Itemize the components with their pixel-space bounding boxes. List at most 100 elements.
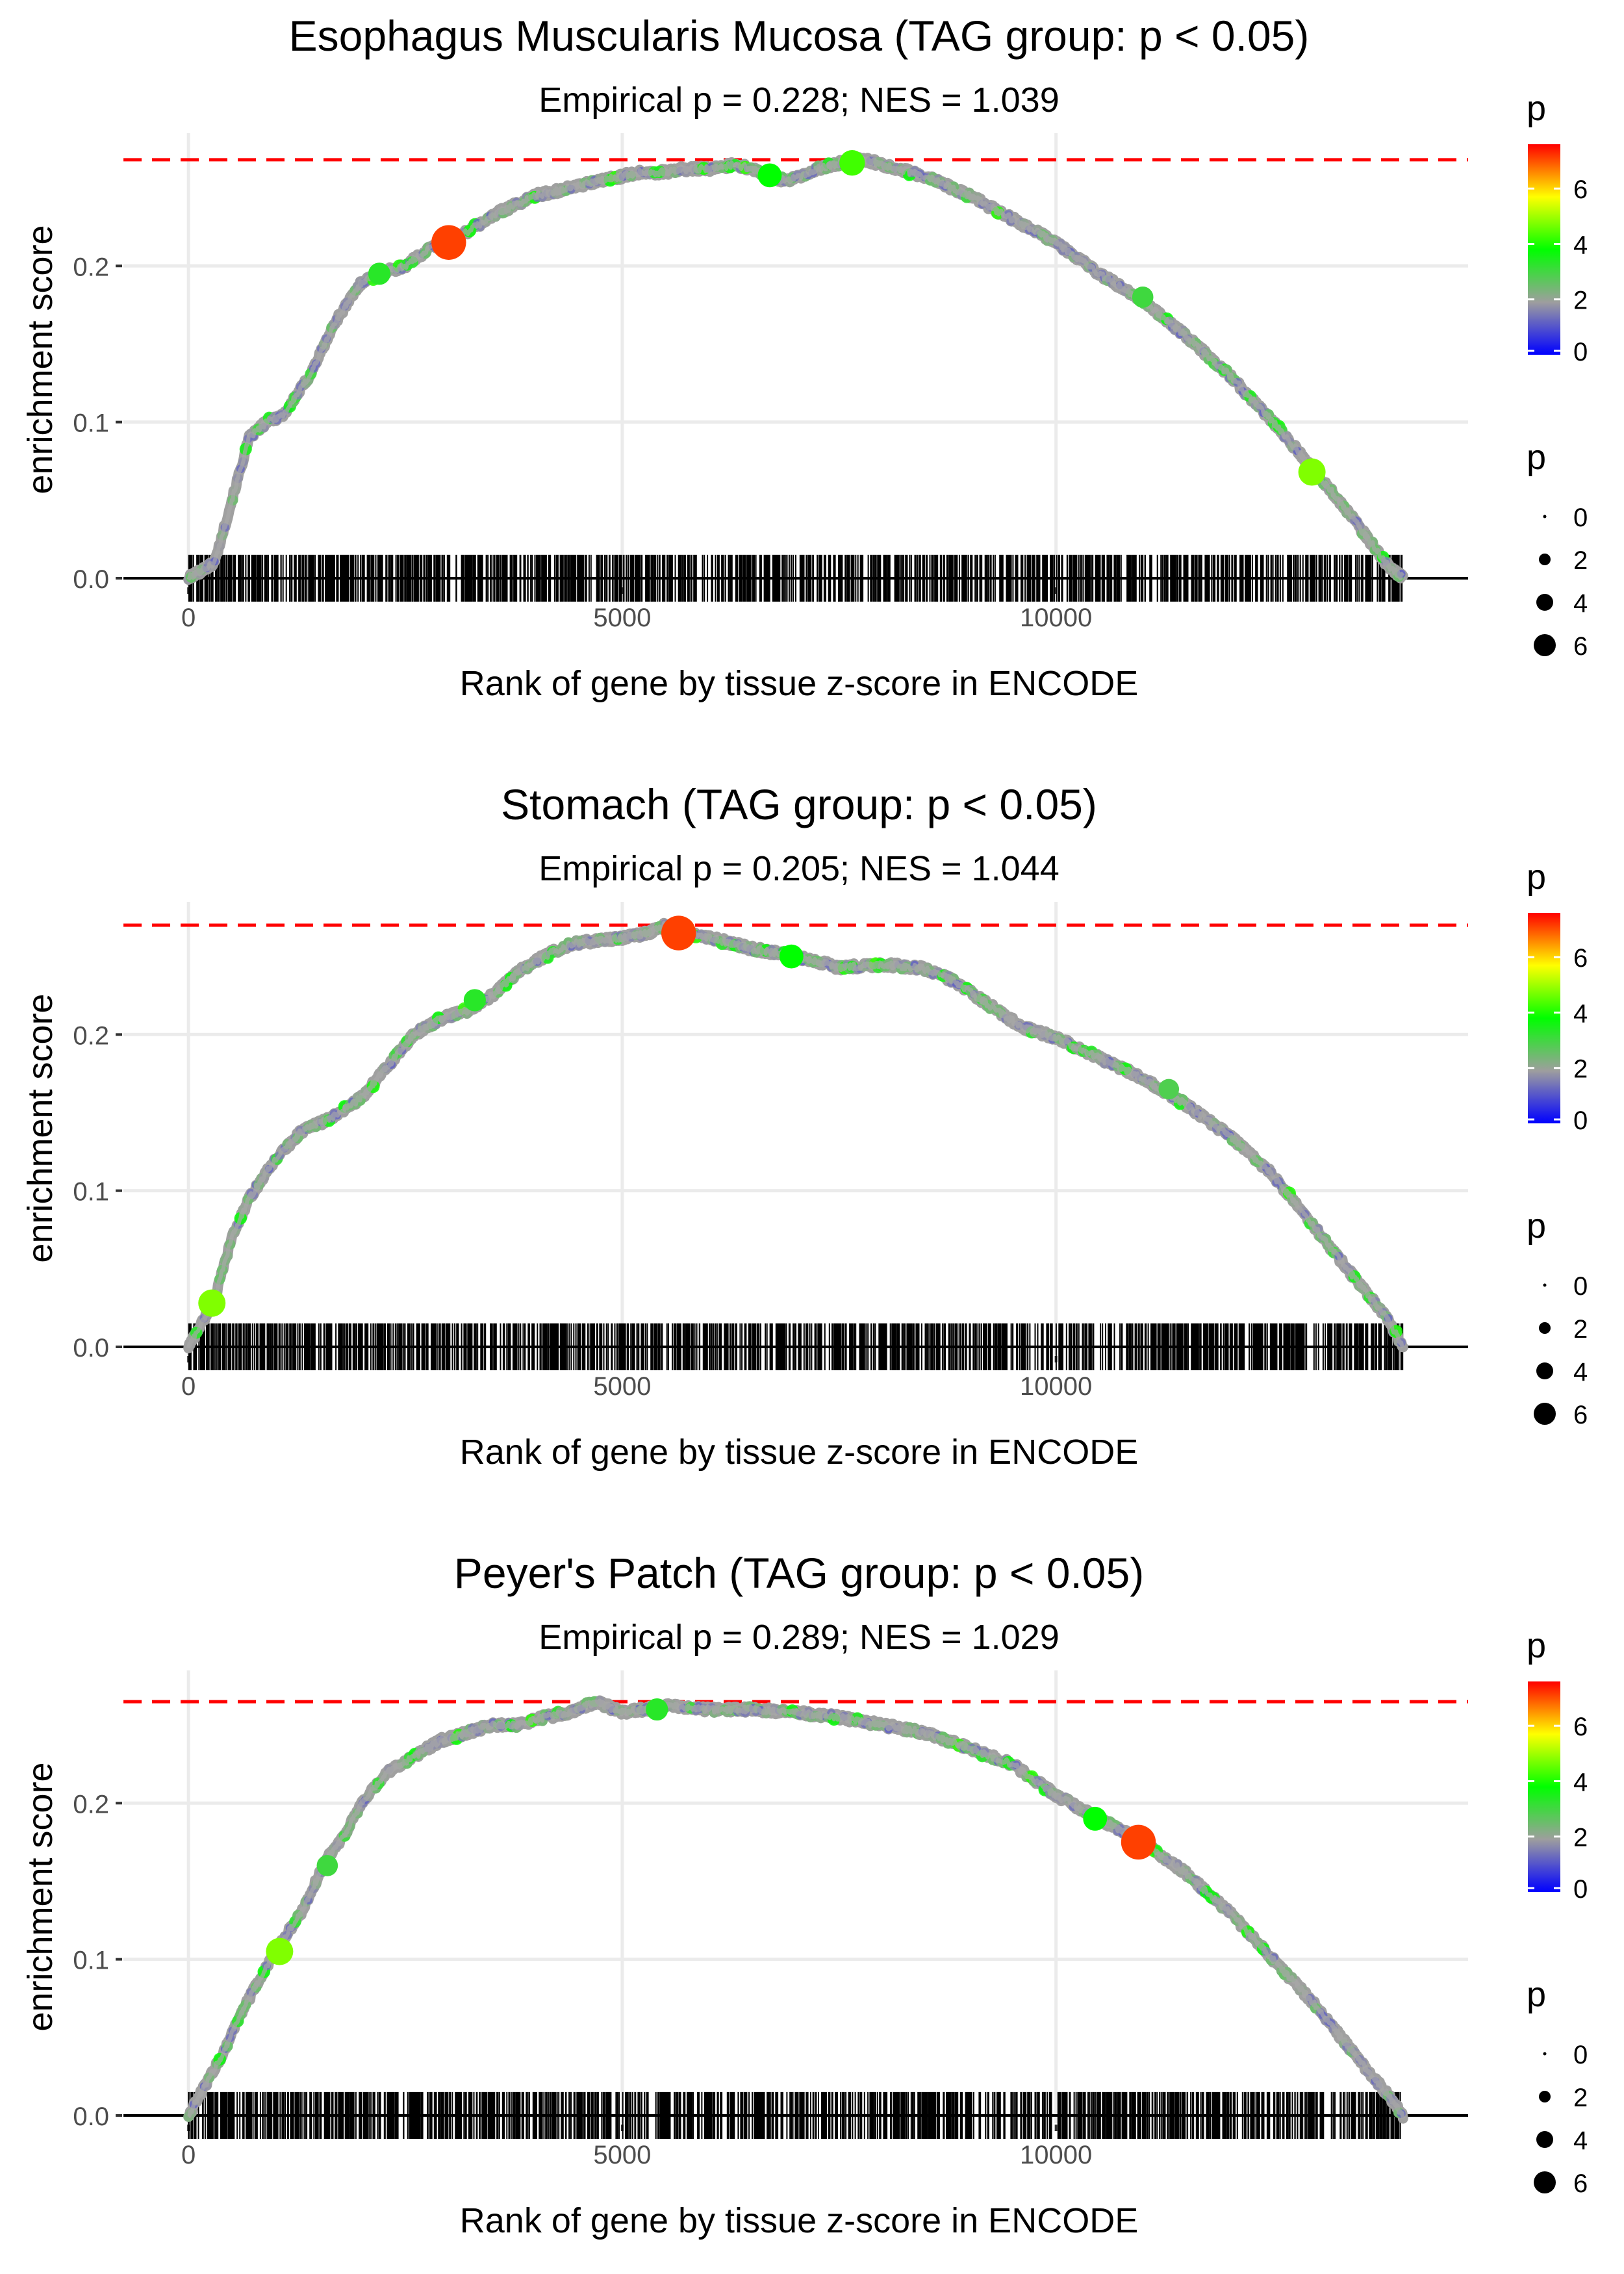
x-tick-label: 10000 (1020, 2141, 1092, 2169)
enrichment-curve (183, 917, 1408, 1353)
size-legend-dot (1534, 1403, 1556, 1425)
size-legend-dot (1536, 594, 1553, 611)
highlight-gene-point (1083, 1806, 1108, 1831)
highlight-gene-point (839, 149, 865, 176)
color-legend-title: p (1527, 89, 1546, 128)
highlight-gene-point (661, 915, 696, 951)
size-legend-label: 0 (1573, 1272, 1588, 1301)
x-tick-label: 10000 (1020, 1372, 1092, 1401)
highlight-gene-point (266, 1937, 294, 1965)
curve-core (186, 155, 1405, 581)
size-legend-label: 2 (1573, 546, 1588, 575)
size-legend-label: 6 (1573, 1401, 1588, 1429)
highlight-gene-point (757, 163, 782, 188)
x-tick-label: 0 (181, 1372, 196, 1401)
size-legend-label: 4 (1573, 2127, 1588, 2155)
chart-panel-1: Esophagus Muscularis Mucosa (TAG group: … (21, 12, 1588, 703)
x-tick-label: 5000 (593, 1372, 651, 1401)
chart-subtitle: Empirical p = 0.228; NES = 1.039 (539, 81, 1059, 120)
color-tick-label: 6 (1573, 1713, 1588, 1741)
size-legend-label: 6 (1573, 2169, 1588, 2198)
size-legend-dot (1543, 1283, 1547, 1287)
color-gradient-bar (1528, 144, 1560, 355)
y-tick-label: 0.0 (73, 565, 109, 594)
highlight-gene-point (779, 944, 804, 969)
size-legend-label: 0 (1573, 2041, 1588, 2069)
size-legend-dot (1534, 2171, 1556, 2193)
color-tick-label: 4 (1573, 1768, 1588, 1796)
size-legend-dot (1539, 2091, 1551, 2102)
highlight-gene-point (1132, 287, 1154, 308)
x-tick-label: 10000 (1020, 604, 1092, 632)
enrichment-curve (183, 1695, 1408, 2124)
color-tick-label: 2 (1573, 287, 1588, 315)
y-tick-label: 0.1 (73, 409, 109, 438)
size-legend-label: 2 (1573, 2084, 1588, 2112)
size-legend-title: p (1527, 1975, 1546, 2014)
highlight-gene-point (463, 989, 486, 1012)
size-legend-title: p (1527, 438, 1546, 477)
chart-subtitle: Empirical p = 0.205; NES = 1.044 (539, 849, 1059, 888)
size-legend-dot (1534, 634, 1556, 656)
curve-core (187, 1698, 1405, 2119)
chart-subtitle: Empirical p = 0.289; NES = 1.029 (539, 1618, 1059, 1657)
y-tick-label: 0.1 (73, 1947, 109, 1975)
highlight-gene-point (1158, 1079, 1180, 1100)
x-axis-title: Rank of gene by tissue z-score in ENCODE (460, 664, 1138, 703)
color-legend-title: p (1527, 1626, 1546, 1665)
color-tick-label: 0 (1573, 1106, 1588, 1135)
x-tick-label: 5000 (593, 604, 651, 632)
size-legend-label: 4 (1573, 1358, 1588, 1386)
color-tick-label: 4 (1573, 999, 1588, 1028)
curve-band (183, 917, 1408, 1353)
size-legend-dot (1536, 2131, 1553, 2148)
size-legend-dot (1543, 2052, 1547, 2056)
chart-title: Peyer's Patch (TAG group: p < 0.05) (454, 1549, 1144, 1597)
chart-panel-3: Peyer's Patch (TAG group: p < 0.05) Empir… (21, 1549, 1588, 2240)
y-tick-label: 0.0 (73, 2102, 109, 2131)
highlight-gene-point (646, 1698, 668, 1721)
x-tick-label: 0 (181, 2141, 196, 2169)
color-tick-label: 0 (1573, 1875, 1588, 1904)
color-legend-title: p (1527, 858, 1546, 897)
size-legend-dot (1539, 1322, 1551, 1334)
color-gradient-bar (1528, 1681, 1560, 1892)
color-gradient-bar (1528, 913, 1560, 1123)
size-legend-label: 6 (1573, 632, 1588, 661)
y-tick-label: 0.0 (73, 1334, 109, 1362)
highlight-gene-point (198, 1289, 226, 1317)
size-legend-title: p (1527, 1207, 1546, 1246)
y-tick-label: 0.2 (73, 253, 109, 281)
y-axis-title: enrichment score (21, 993, 60, 1262)
size-legend-dot (1536, 1362, 1553, 1379)
y-axis-title: enrichment score (21, 225, 60, 494)
highlight-gene-point (1121, 1824, 1156, 1860)
x-tick-label: 5000 (593, 2141, 651, 2169)
size-legend-label: 0 (1573, 504, 1588, 532)
y-axis-title: enrichment score (21, 1762, 60, 2031)
color-tick-label: 0 (1573, 338, 1588, 366)
chart-title: Stomach (TAG group: p < 0.05) (501, 780, 1097, 828)
y-tick-label: 0.2 (73, 1790, 109, 1819)
chart-title: Esophagus Muscularis Mucosa (TAG group: … (289, 12, 1310, 60)
x-axis-title: Rank of gene by tissue z-score in ENCODE (460, 1433, 1138, 1472)
x-axis-title: Rank of gene by tissue z-score in ENCODE (460, 2201, 1138, 2240)
chart-panel-2: Stomach (TAG group: p < 0.05) Empirical p… (21, 780, 1588, 1472)
x-tick-label: 0 (181, 604, 196, 632)
size-legend-dot (1543, 515, 1547, 518)
color-tick-label: 2 (1573, 1824, 1588, 1852)
size-legend-dot (1539, 554, 1551, 565)
color-tick-label: 4 (1573, 231, 1588, 259)
y-tick-label: 0.2 (73, 1021, 109, 1050)
color-tick-label: 6 (1573, 175, 1588, 204)
enrichment-curve (183, 152, 1408, 585)
color-tick-label: 6 (1573, 944, 1588, 973)
color-tick-label: 2 (1573, 1055, 1588, 1084)
y-tick-label: 0.1 (73, 1178, 109, 1207)
size-legend-label: 4 (1573, 589, 1588, 618)
size-legend-label: 2 (1573, 1315, 1588, 1344)
highlight-gene-point (431, 225, 466, 260)
highlight-gene-point (368, 262, 391, 285)
highlight-gene-point (1298, 458, 1326, 486)
